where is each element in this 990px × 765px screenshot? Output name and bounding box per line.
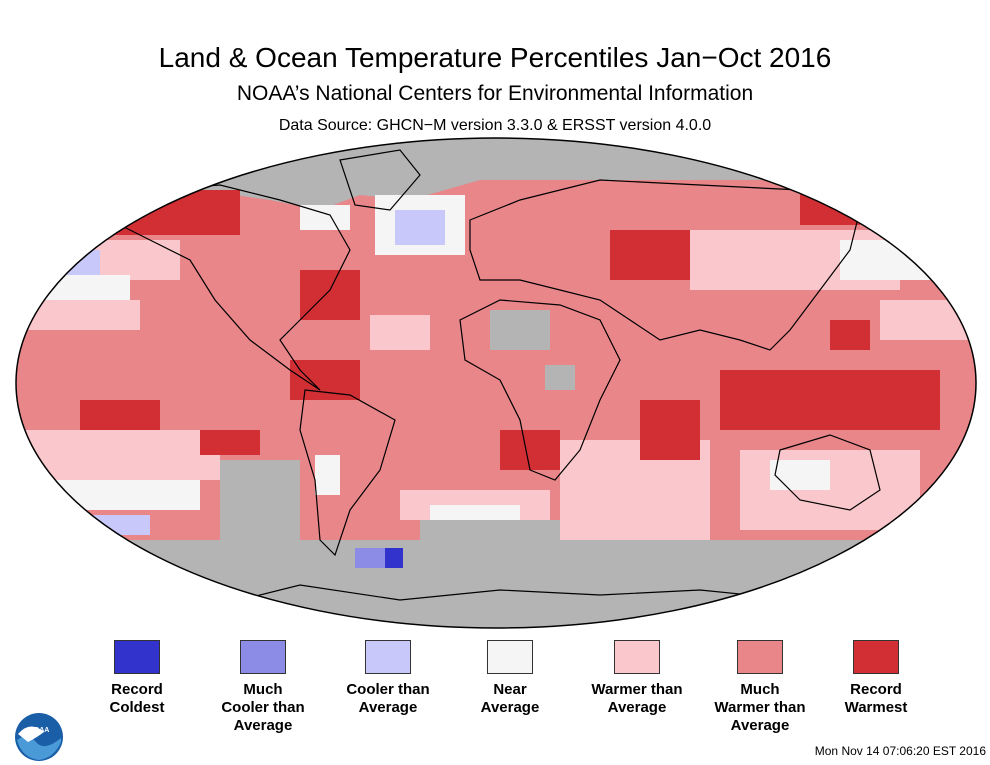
timestamp: Mon Nov 14 07:06:20 EST 2016: [814, 744, 986, 758]
legend-label: Near Average: [480, 681, 540, 716]
legend-swatch: [487, 640, 533, 674]
legend-cooler: Cooler than Average: [318, 640, 458, 717]
legend-much-warmer: Much Warmer than Average: [690, 640, 830, 735]
africa-outline: [459, 299, 621, 481]
legend-swatch: [614, 640, 660, 674]
legend-swatch: [853, 640, 899, 674]
legend-swatch: [365, 640, 411, 674]
legend-much-cooler: Much Cooler than Average: [193, 640, 333, 735]
map-title: Land & Ocean Temperature Percentiles Jan…: [158, 42, 832, 73]
south-america-outline: [299, 389, 396, 557]
map-subtitle: NOAA’s National Centers for Environmenta…: [236, 82, 754, 105]
legend-swatch: [114, 640, 160, 674]
data-source: Data Source: GHCN−M version 3.3.0 & ERSS…: [278, 117, 712, 134]
legend-label: Record Warmest: [844, 681, 908, 716]
record-coldest-patch: [385, 548, 403, 568]
legend-label: Much Warmer than Average: [714, 681, 806, 734]
north-atlantic-cooler: [395, 210, 445, 245]
noaa-logo-icon: NOAA: [15, 713, 63, 761]
alaska-record-warm: [90, 190, 240, 235]
legend-label: Record Coldest: [109, 681, 165, 716]
legend-swatch: [737, 640, 783, 674]
legend-near: Near Average: [440, 640, 580, 717]
europe-asia-outline: [469, 179, 861, 351]
australia-outline: [774, 434, 881, 511]
greenland-outline: [339, 149, 421, 211]
legend-record-warmest: Record Warmest: [806, 640, 946, 717]
legend-warmer: Warmer than Average: [567, 640, 707, 717]
legend-swatch: [240, 640, 286, 674]
legend-label: Much Cooler than Average: [221, 681, 305, 734]
maritime-record-warm: [720, 370, 940, 430]
globe-border: [15, 137, 977, 629]
legend-label: Warmer than Average: [591, 681, 683, 716]
world-temperature-map: [15, 137, 977, 629]
legend-label: Cooler than Average: [346, 681, 430, 716]
legend-record-coldest: Record Coldest: [67, 640, 207, 717]
north-america-outline: [88, 184, 351, 391]
logo-text: NOAA: [29, 727, 50, 734]
